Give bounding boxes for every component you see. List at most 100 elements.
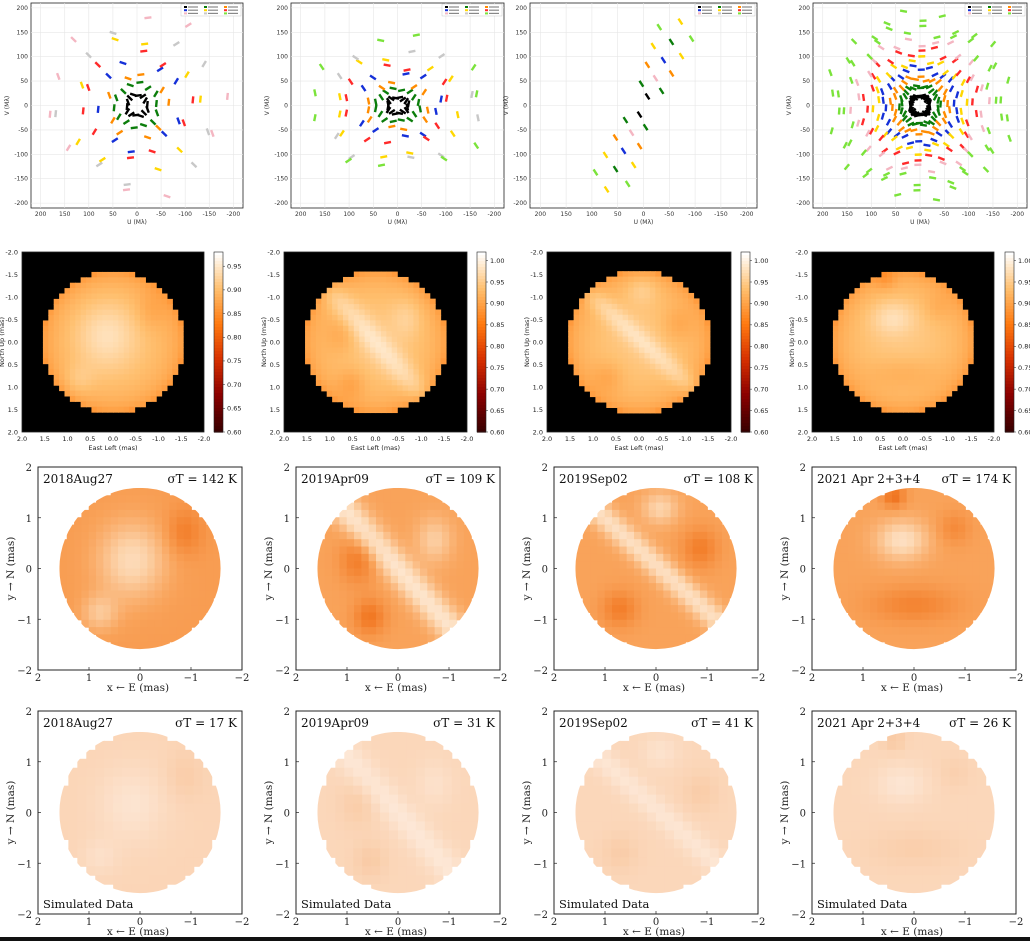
map-cell [59,320,66,327]
map-cell [707,583,716,592]
map-cell [677,320,684,327]
map-cell [348,347,355,354]
map-cell [634,517,642,526]
map-cell [102,331,109,338]
map-cell [892,553,900,562]
colorbar-step [741,372,750,376]
map-cell [107,336,114,343]
uv-point [895,145,903,151]
map-cell [390,641,399,650]
map-cell [606,396,613,403]
map-cell [91,395,98,402]
map-cell [113,331,119,338]
map-cell [908,271,915,278]
map-cell [86,342,93,348]
map-cell [380,369,387,376]
uv-point [48,110,52,118]
map-cell [413,363,420,370]
map-cell [412,495,421,504]
uv-point [602,151,609,159]
map-cell [183,575,192,584]
map-cell [617,282,624,289]
map-cell [107,309,114,316]
map-cell [383,597,392,606]
map-cell [86,320,93,327]
x-tick-label: 0 [137,673,143,684]
map-cell [346,561,355,570]
colorbar-step [214,315,223,319]
uv-point [198,95,202,103]
map-cell [617,320,624,327]
map-cell [154,561,163,570]
uv-point [922,78,930,83]
uv-point [908,106,915,114]
map-cell [677,325,684,332]
map-cell [81,575,90,584]
map-cell [64,315,71,322]
map-cell [595,396,602,403]
map-cell [671,287,678,294]
uv-point [363,136,371,143]
map-cell [405,597,414,606]
uv-point [344,93,349,102]
map-cell [441,612,450,621]
uv-point [985,82,990,90]
map-cell [843,331,850,338]
map-cell [150,282,157,289]
map-cell [383,605,392,614]
map-cell [870,288,877,295]
map-cell [940,352,947,359]
map-cell [354,502,362,511]
map-cell [383,612,392,621]
map-cell [972,568,981,577]
map-cell [81,524,90,533]
map-cell [132,590,141,599]
map-cell [380,325,387,332]
uv-point [160,130,168,138]
map-cell [877,509,886,518]
map-cell [140,590,148,599]
map-cell [102,320,109,327]
colorbar-tick-label: 0.80 [227,334,241,342]
map-cell [113,288,119,295]
map-cell [600,314,607,321]
map-cell [310,336,317,343]
map-cell [612,568,620,577]
map-cell [64,304,71,311]
map-cell [337,379,344,386]
map-cell [685,502,694,511]
map-cell [892,331,899,338]
map-cell [928,583,937,592]
map-cell [53,368,60,375]
map-cell [908,325,915,332]
map-cell [59,293,66,300]
uv-point [184,71,190,79]
map-cell [670,487,679,496]
map-cell [884,495,893,504]
map-cell [96,358,103,365]
map-cell [48,358,55,365]
map-cell [962,358,969,365]
map-cell [383,619,392,628]
colorbar-step [741,321,750,325]
map-cell [979,590,988,599]
map-cell [897,379,904,386]
map-cell [346,517,355,526]
map-cell [663,524,672,533]
map-cell [161,583,170,592]
colorbar-step [214,291,223,295]
colorbar-tick-label: 0.80 [754,343,768,351]
map-cell [604,517,613,526]
map-cell [315,379,322,386]
map-cell [876,304,883,311]
map-cell [884,568,893,577]
map-cell [682,363,689,370]
map-cell [865,331,872,338]
map-cell [666,303,673,310]
uv-point [882,171,891,177]
map-cell [390,502,399,511]
map-cell [419,568,428,577]
map-cell [75,358,82,365]
map-cell [649,298,656,305]
y-tick-label: -200 [513,200,527,207]
